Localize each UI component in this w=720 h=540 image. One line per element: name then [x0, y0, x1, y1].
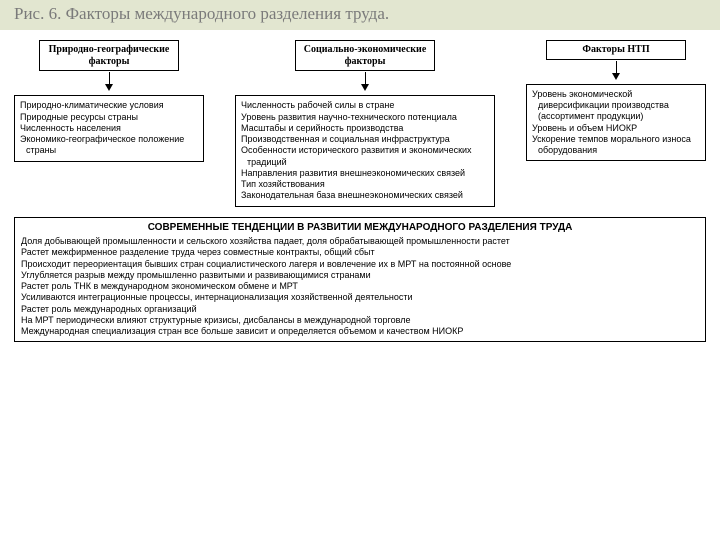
- column-ntp: Факторы НТП Уровень экономической диверс…: [526, 40, 706, 206]
- list-item: Уровень развития научно-технического пот…: [241, 112, 489, 123]
- list-item: Природно-климатические условия: [20, 100, 198, 111]
- column-natural: Природно-географические факторы Природно…: [14, 40, 204, 206]
- list-item: Численность рабочей силы в стране: [241, 100, 489, 111]
- list-item: Доля добывающей промышленности и сельско…: [21, 236, 699, 247]
- list-item: Растет роль международных организаций: [21, 304, 699, 315]
- column-header: Факторы НТП: [546, 40, 686, 60]
- trends-title: СОВРЕМЕННЫЕ ТЕНДЕНЦИИ В РАЗВИТИИ МЕЖДУНА…: [21, 222, 699, 235]
- arrow-down-icon: [361, 72, 369, 94]
- columns-row: Природно-географические факторы Природно…: [0, 30, 720, 210]
- arrow-down-icon: [105, 72, 113, 94]
- column-header: Социально-экономические факторы: [295, 40, 435, 71]
- list-item: Ускорение темпов морального износа обору…: [532, 134, 700, 157]
- column-body: Природно-климатические условия Природные…: [14, 95, 204, 161]
- list-item: На МРТ периодически влияют структурные к…: [21, 315, 699, 326]
- arrow-down-icon: [612, 61, 620, 83]
- column-social: Социально-экономические факторы Численно…: [235, 40, 495, 206]
- list-item: Уровень и объем НИОКР: [532, 123, 700, 134]
- list-item: Уровень экономической диверсификации про…: [532, 89, 700, 123]
- list-item: Численность населения: [20, 123, 198, 134]
- list-item: Направления развития внешнеэкономических…: [241, 168, 489, 179]
- list-item: Усиливаются интеграционные процессы, инт…: [21, 292, 699, 303]
- list-item: Углубляется разрыв между промышленно раз…: [21, 270, 699, 281]
- list-item: Тип хозяйствования: [241, 179, 489, 190]
- list-item: Экономико-географическое положение стран…: [20, 134, 198, 157]
- list-item: Международная специализация стран все бо…: [21, 326, 699, 337]
- column-body: Численность рабочей силы в стране Уровен…: [235, 95, 495, 206]
- list-item: Природные ресурсы страны: [20, 112, 198, 123]
- trends-box: СОВРЕМЕННЫЕ ТЕНДЕНЦИИ В РАЗВИТИИ МЕЖДУНА…: [14, 217, 706, 343]
- list-item: Особенности исторического развития и эко…: [241, 145, 489, 168]
- list-item: Производственная и социальная инфраструк…: [241, 134, 489, 145]
- list-item: Законодательная база внешнеэкономических…: [241, 190, 489, 201]
- column-body: Уровень экономической диверсификации про…: [526, 84, 706, 162]
- page-title: Рис. 6. Факторы международного разделени…: [0, 0, 720, 30]
- column-header: Природно-географические факторы: [39, 40, 179, 71]
- list-item: Масштабы и серийность производства: [241, 123, 489, 134]
- list-item: Растет межфирменное разделение труда чер…: [21, 247, 699, 258]
- list-item: Происходит переориентация бывших стран с…: [21, 259, 699, 270]
- list-item: Растет роль ТНК в международном экономич…: [21, 281, 699, 292]
